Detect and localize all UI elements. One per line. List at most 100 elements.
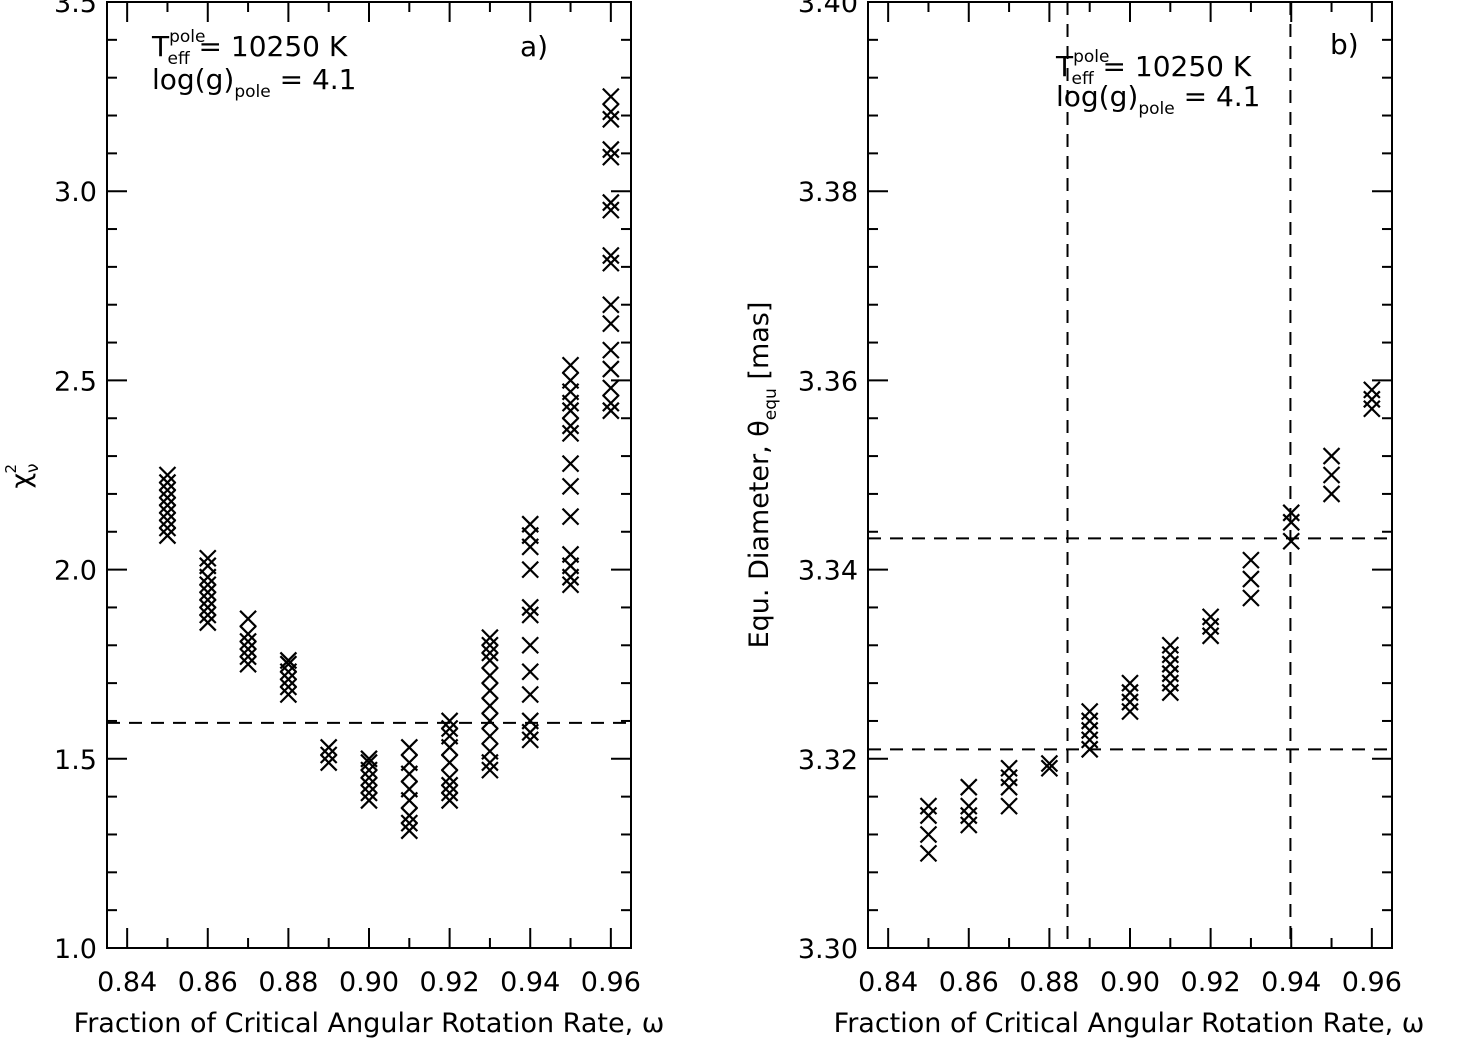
data-point-x-marker <box>602 148 620 166</box>
data-point-x-marker <box>602 314 620 333</box>
data-point-x-marker <box>279 670 298 689</box>
data-point-x-marker <box>360 776 378 795</box>
data-point-x-marker <box>602 254 620 272</box>
data-point-x-marker <box>1282 504 1301 522</box>
data-point-x-marker <box>440 776 459 795</box>
x-tick-label: 0.90 <box>339 967 399 998</box>
x-tick-label: 0.94 <box>500 967 560 998</box>
y-tick-label: 3.0 <box>54 177 97 208</box>
data-point-x-marker <box>400 814 419 832</box>
data-point-x-marker <box>561 454 580 473</box>
data-point-x-marker <box>319 753 338 772</box>
data-point-x-marker <box>360 750 378 768</box>
x-tick-label: 0.84 <box>858 967 918 998</box>
data-point-x-marker <box>319 738 338 757</box>
panel-a-ticks: 0.84 0.86 0.88 0.90 0.92 0.94 0.96 1.0 1.5 2.0 2.5… <box>54 0 641 998</box>
data-point-x-marker <box>319 746 338 764</box>
data-point-x-marker <box>1242 570 1260 588</box>
y-tick-label: 3.38 <box>798 177 858 208</box>
data-point-x-marker <box>158 473 177 492</box>
data-point-x-marker <box>521 731 540 749</box>
data-point-x-marker <box>360 768 378 787</box>
data-point-x-marker <box>1363 390 1381 409</box>
data-point-x-marker <box>1242 589 1260 607</box>
data-point-x-marker <box>239 640 257 658</box>
data-point-x-marker <box>521 598 540 617</box>
data-point-x-marker <box>602 246 620 265</box>
x-tick-label: 0.88 <box>1019 967 1079 998</box>
y-tick-label: 3.30 <box>798 934 858 965</box>
data-point-x-marker <box>602 110 620 129</box>
data-point-x-marker <box>521 606 540 624</box>
data-point-x-marker <box>561 401 580 420</box>
panel-b-logg-annotation: log(g)pole = 4.1 <box>1056 80 1260 119</box>
data-point-x-marker <box>158 488 177 507</box>
data-point-x-marker <box>158 504 177 522</box>
data-point-x-marker <box>602 394 620 412</box>
data-point-x-marker <box>481 651 499 670</box>
data-point-x-marker <box>521 712 540 730</box>
data-point-x-marker <box>239 632 257 651</box>
data-point-x-marker <box>1201 608 1220 626</box>
panel-b-label: b) <box>1330 28 1359 61</box>
data-point-x-marker <box>440 791 459 810</box>
data-point-x-marker <box>602 295 620 314</box>
data-point-x-marker <box>481 727 499 745</box>
x-tick-label: 0.84 <box>97 967 157 998</box>
data-point-x-marker <box>561 371 580 390</box>
data-point-x-marker <box>440 719 459 738</box>
data-point-x-marker <box>481 636 499 655</box>
data-point-x-marker <box>1000 759 1018 778</box>
panel-b-y-axis-label: Equ. Diameter, θequ [mas] <box>744 302 781 649</box>
data-point-x-marker <box>561 575 580 594</box>
data-point-x-marker <box>602 360 620 378</box>
data-point-x-marker <box>1363 400 1381 418</box>
data-point-x-marker <box>198 598 217 617</box>
data-point-x-marker <box>1080 702 1099 721</box>
data-point-x-marker <box>1080 712 1099 730</box>
panel-b-diameter: 0.84 0.86 0.88 0.90 0.92 0.94 0.96 3.30 3.32 3.34… <box>744 0 1424 1038</box>
data-point-x-marker <box>239 647 257 666</box>
data-point-x-marker <box>440 712 459 730</box>
data-point-x-marker <box>239 625 257 643</box>
data-point-x-marker <box>561 507 580 526</box>
data-point-x-marker <box>1201 617 1220 636</box>
data-point-x-marker <box>440 768 459 787</box>
data-point-x-marker <box>1040 759 1059 778</box>
x-tick-label: 0.92 <box>420 967 480 998</box>
data-point-x-marker <box>198 575 217 594</box>
data-point-x-marker <box>521 560 540 579</box>
data-point-x-marker <box>198 557 217 575</box>
data-point-x-marker <box>481 742 499 761</box>
data-point-x-marker <box>481 628 499 647</box>
data-point-x-marker <box>279 651 298 670</box>
data-point-x-marker <box>959 816 978 834</box>
panel-a-x-axis-label: Fraction of Critical Angular Rotation Ra… <box>74 1008 665 1038</box>
x-tick-label: 0.94 <box>1261 967 1321 998</box>
y-tick-label: 3.5 <box>54 0 97 19</box>
data-point-x-marker <box>481 761 499 779</box>
x-tick-label: 0.96 <box>581 967 641 998</box>
y-tick-label: 2.5 <box>54 366 97 397</box>
y-tick-label: 3.40 <box>798 0 858 19</box>
panel-b-teff-annotation: Tpole eff = 10250 K <box>1055 47 1252 89</box>
data-point-x-marker <box>481 644 499 662</box>
data-point-x-marker <box>198 583 217 602</box>
data-point-x-marker <box>521 636 540 655</box>
panel-b-points <box>919 381 1381 863</box>
data-point-x-marker <box>561 417 580 435</box>
data-point-x-marker <box>561 545 580 564</box>
panel-a-points <box>158 87 620 840</box>
panel-b-plot-frame <box>867 1 1393 949</box>
data-point-x-marker <box>440 727 459 745</box>
data-point-x-marker <box>602 193 620 212</box>
data-point-x-marker <box>561 424 580 443</box>
data-point-x-marker <box>400 806 419 825</box>
data-point-x-marker <box>1161 655 1180 673</box>
data-point-x-marker <box>521 685 540 704</box>
panel-b-ticks: 0.84 0.86 0.88 0.90 0.92 0.94 0.96 3.30 3.32 3.34… <box>798 0 1402 998</box>
data-point-x-marker <box>1363 381 1381 399</box>
panel-a-chi2: 0.84 0.86 0.88 0.90 0.92 0.94 0.96 1.0 1.5 2.0 2.5… <box>2 0 664 1038</box>
panel-a-y-axis-label: χν2 <box>2 463 43 488</box>
